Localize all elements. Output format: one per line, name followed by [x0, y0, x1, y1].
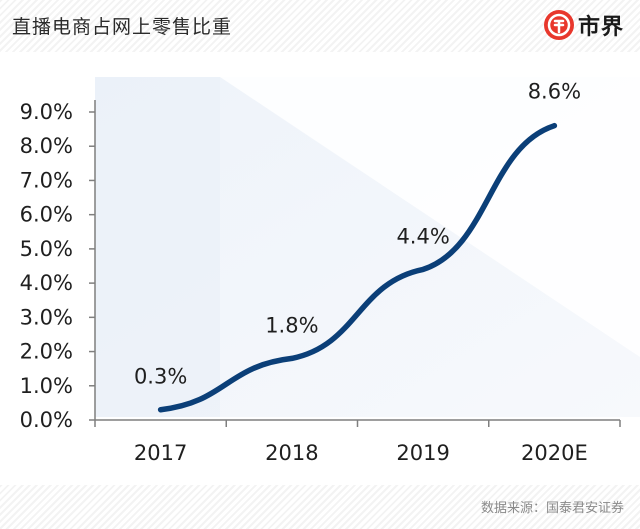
page-title: 直播电商占网上零售比重	[12, 16, 233, 38]
data-label: 0.3%	[134, 365, 187, 389]
y-tick-label: 9.0%	[20, 100, 73, 124]
data-point	[420, 266, 426, 272]
data-point	[551, 123, 557, 129]
data-point	[158, 407, 164, 413]
background-panel	[95, 77, 220, 417]
y-tick-label: 2.0%	[20, 340, 73, 364]
line-chart: 0.0% 1.0% 2.0% 3.0% 4.0% 5.0% 6.0% 7.0% 8.0% 9.0%…	[20, 77, 640, 465]
data-label: 4.4%	[396, 224, 449, 248]
x-tick-label: 2020E	[521, 441, 588, 465]
data-label: 8.6%	[528, 80, 581, 104]
y-tick-label: 4.0%	[20, 271, 73, 295]
series-line	[157, 122, 558, 413]
y-tick-label: 7.0%	[20, 168, 73, 192]
y-tick-label: 6.0%	[20, 203, 73, 227]
y-tick-label: 8.0%	[20, 134, 73, 158]
data-point	[289, 355, 295, 361]
source-note: 数据来源：国泰君安证券	[480, 501, 624, 516]
y-tick-label: 3.0%	[20, 305, 73, 329]
brand-name: 市界	[577, 15, 624, 40]
x-tick-label: 2018	[265, 441, 318, 465]
header-band	[0, 0, 640, 52]
background-stripe	[220, 77, 640, 357]
x-tick-label: 2019	[396, 441, 449, 465]
footer-band	[0, 485, 640, 529]
y-tick-label: 5.0%	[20, 237, 73, 261]
x-tick-label: 2017	[134, 441, 187, 465]
y-tick-label: 1.0%	[20, 374, 73, 398]
brand: 市界	[543, 8, 624, 42]
brand-logo-icon	[543, 10, 574, 40]
data-label: 1.8%	[265, 313, 318, 337]
y-tick-label: 0.0%	[20, 408, 73, 432]
